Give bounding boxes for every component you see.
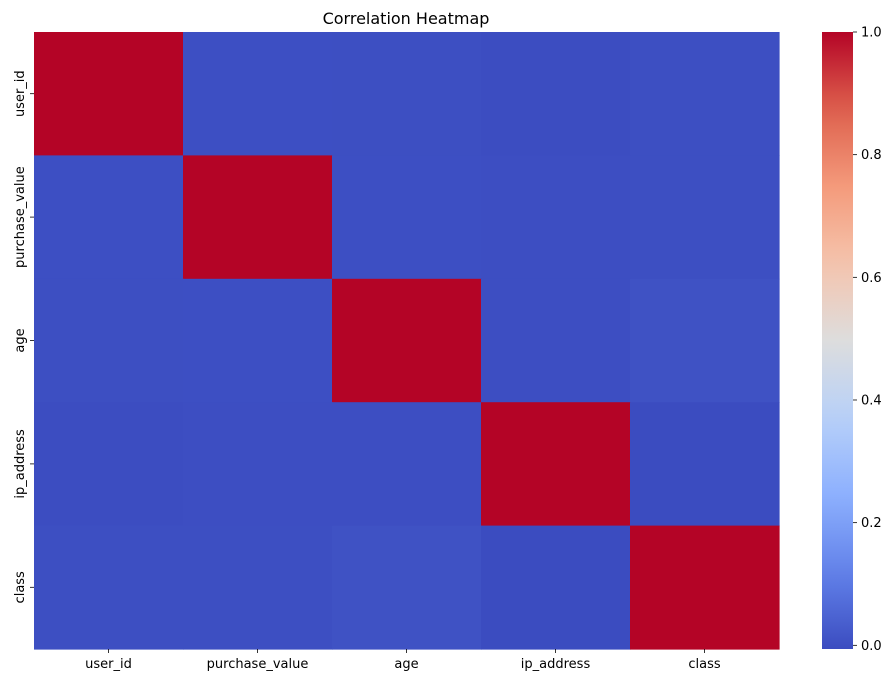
heatmap-cell-2-3 [481,278,631,403]
heatmap-cell-3-1 [183,402,333,527]
heatmap-cell-1-4 [630,155,780,280]
heatmap-cell-2-4 [630,278,780,403]
colorbar-tick-label: 0.8 [861,148,882,163]
heatmap-cell-0-1 [183,32,333,156]
heatmap-cell-4-3 [481,525,631,650]
y-tick-label: class [13,571,28,603]
heatmap-cell-1-1 [183,155,333,280]
heatmap-cell-4-1 [183,525,333,650]
heatmap-cell-0-4 [630,32,780,156]
chart-title: Correlation Heatmap [323,9,490,28]
colorbar-tick-label: 0.0 [861,639,882,654]
y-tick-label: user_id [13,70,28,117]
x-tick-label: user_id [85,657,132,672]
colorbar-tick-label: 1.0 [861,26,882,41]
heatmap-cell-1-3 [481,155,631,280]
heatmap-cell-3-3 [481,402,631,527]
colorbar-tick-label: 0.2 [861,516,882,531]
x-tick-label: class [688,657,720,672]
heatmap-cell-4-2 [332,525,482,650]
y-tick-label: age [13,328,28,352]
y-tick-label: purchase_value [13,166,28,268]
heatmap-cell-4-4 [630,525,780,650]
x-tick-label: age [394,657,418,672]
x-tick-label: ip_address [521,657,591,672]
colorbar-tick-label: 0.6 [861,271,882,286]
heatmap-cell-3-4 [630,402,780,527]
heatmap-cell-4-0 [34,525,184,650]
heatmap-cell-2-1 [183,278,333,403]
heatmap-cell-3-2 [332,402,482,527]
heatmap-cell-0-0 [34,32,184,156]
heatmap-cell-1-0 [34,155,184,280]
colorbar-tick-label: 0.4 [861,393,882,408]
colorbar: 0.0 0.2 0.4 0.6 0.8 1.0 [822,26,882,654]
x-axis-ticks: user_id purchase_value age ip_address class [85,649,721,672]
heatmap-cell-1-2 [332,155,482,280]
heatmap-cell-0-3 [481,32,631,156]
heatmap-cells [34,32,780,650]
y-tick-label: ip_address [13,429,28,499]
heatmap-cell-0-2 [332,32,482,156]
heatmap-cell-2-0 [34,278,184,403]
x-tick-label: purchase_value [207,657,309,672]
colorbar-gradient [822,32,853,649]
heatmap-cell-2-2 [332,278,482,403]
heatmap-cell-3-0 [34,402,184,527]
